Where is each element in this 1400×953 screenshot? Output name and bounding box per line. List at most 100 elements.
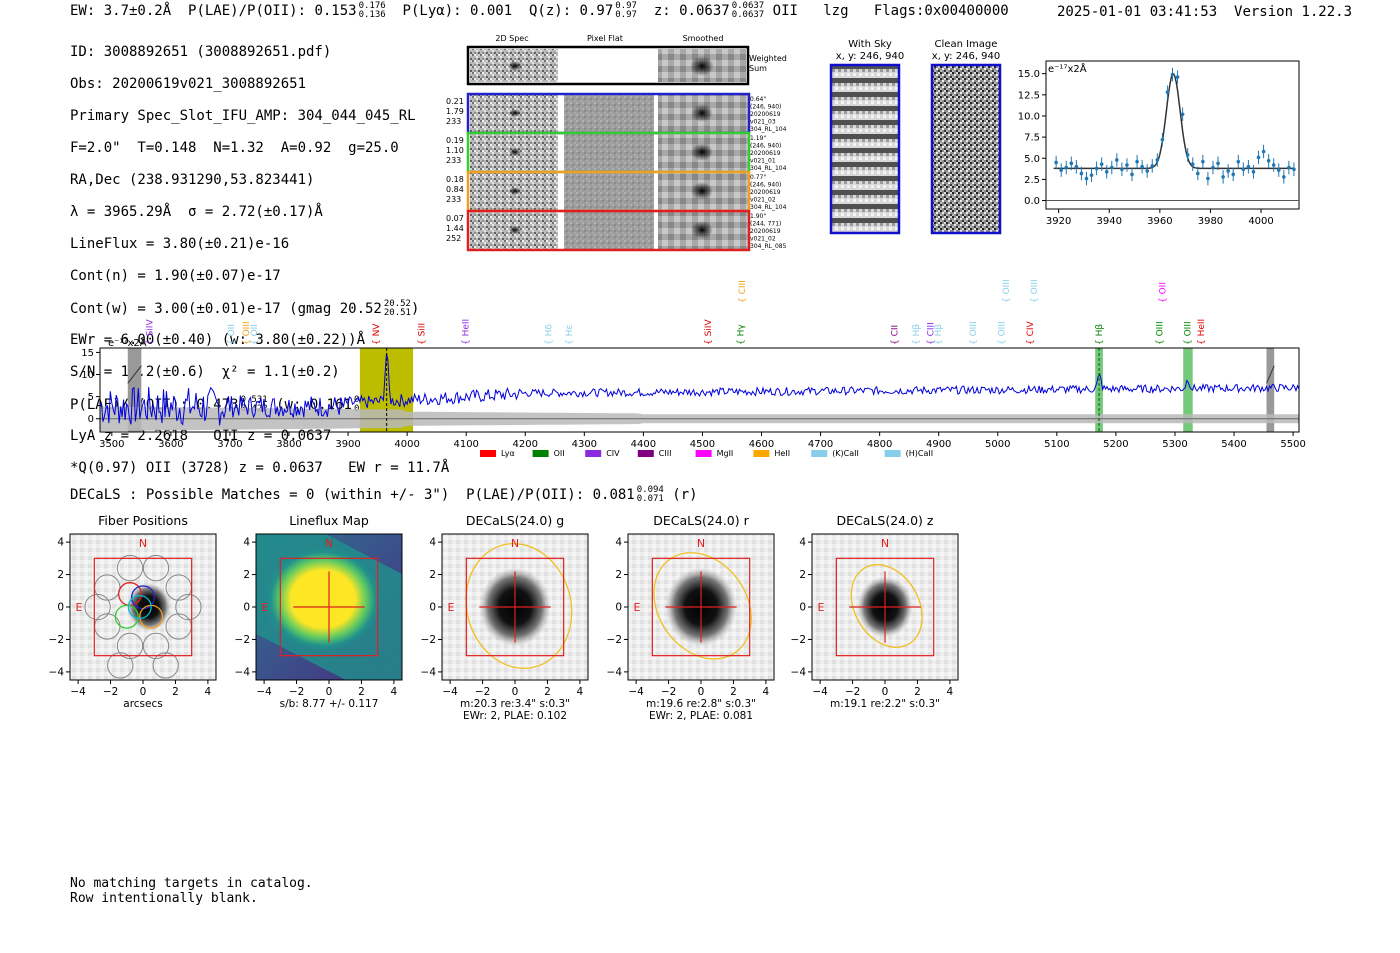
panel-xtick-label: −4 (812, 686, 828, 698)
panel-ytick-label: 0 (615, 602, 622, 614)
fit-point (1160, 137, 1165, 142)
search-box (651, 557, 751, 657)
fit-point (1140, 164, 1144, 169)
legend-label: HeII (774, 449, 790, 458)
fit-point (1064, 165, 1069, 170)
row-meta: 304_RL_085 (750, 243, 787, 250)
fit-point (1190, 162, 1195, 166)
spectral-line-label: { Hγ (736, 324, 746, 345)
legend-swatch (695, 450, 712, 457)
fit-point (1094, 166, 1099, 171)
fit-point (1059, 168, 1063, 172)
fit-ytick-label: 2.5 (1024, 175, 1040, 186)
panel-ytick-label: 4 (429, 537, 436, 549)
decals-suffix: (r) (672, 487, 698, 503)
fit-xtick-label: 3960 (1147, 216, 1172, 227)
panel-ytick-label: −2 (49, 634, 64, 646)
panel-ytick-label: −4 (607, 666, 623, 678)
row-num: 233 (446, 195, 461, 204)
fit-point (1155, 158, 1160, 162)
panel-xtick-label: 0 (882, 686, 889, 698)
row-source (509, 226, 521, 234)
imaging-panels: Fiber Positions N E −4 −4 −2 −2 0 0 2 2 4 4 arcsecs Li… (49, 513, 959, 722)
spectral-line-label: { OIII (997, 321, 1007, 345)
row-meta: (246, 940) (750, 104, 781, 111)
spec-xtick-label: 4600 (749, 439, 774, 450)
fit-ytick-label: 15.0 (1018, 69, 1040, 80)
qz-hi: 0.97 (615, 1, 637, 11)
fit-point (1206, 176, 1210, 181)
fiber-circle (116, 632, 144, 660)
contw-hi: 20.52 (383, 299, 411, 309)
panel-ytick-label: −4 (235, 666, 251, 678)
panel-xtick-label: 4 (205, 686, 212, 698)
row-num: 252 (446, 234, 461, 243)
spectral-line-label: { OII (250, 324, 260, 345)
row-num: 1.44 (446, 224, 464, 233)
cutout-col-header: Pixel Flat (587, 34, 623, 43)
row-meta: 1.90" (750, 213, 766, 220)
flags-value: Flags:0x00400000 (873, 3, 1009, 19)
info-id: ID: 3008892651 (3008892651.pdf) (70, 44, 332, 60)
spectral-line-label: { OIII (242, 321, 252, 345)
header-right: 2025-01-01 03:41:53 Version 1.22.3 (1057, 4, 1352, 20)
panel-caption: EWr: 2, PLAE: 0.081 (649, 710, 753, 722)
row-meta: 1.19" (750, 135, 766, 142)
row-num: 233 (446, 156, 461, 165)
fit-point (1271, 163, 1276, 167)
panel-ytick-label: 2 (429, 569, 436, 581)
fit-point (1226, 169, 1230, 173)
spectral-line-label: { OIII (1156, 321, 1166, 345)
fit-point (1099, 162, 1104, 166)
spec-xtick-label: 3700 (217, 439, 242, 450)
fit-point (1109, 165, 1114, 170)
panel-xtick-label: 2 (730, 686, 737, 698)
masked-band-hatch (1266, 365, 1275, 384)
legend-swatch (811, 450, 828, 457)
row-smoothed-source (691, 143, 713, 161)
z-line: OII (772, 3, 798, 19)
panel-xtick-label: −2 (845, 686, 860, 698)
row-meta: 304_RL_104 (750, 204, 787, 211)
fiber-circle (152, 652, 179, 679)
decals-text: DECaLS : Possible Matches = 0 (within +/… (70, 487, 635, 503)
spectral-line-label: { OIII (1183, 321, 1193, 345)
info-lineflux: LineFlux = 3.80(±0.21)e-16 (70, 236, 290, 252)
imaging-panel-r: DECaLS(24.0) r N E −4 −4 −2 −2 0 0 2 2 4 4 m:19.6 re:… (607, 513, 775, 722)
legend-swatch (637, 450, 654, 457)
spec-xtick-label: 4400 (631, 439, 656, 450)
fiber-circle (142, 632, 170, 660)
legend-swatch (585, 450, 602, 457)
fit-point (1150, 164, 1155, 168)
panel-ytick-label: −2 (607, 634, 622, 646)
legend-label: CIII (659, 449, 672, 458)
search-box (279, 557, 379, 657)
footer-line2: Row intentionally blank. (70, 891, 258, 906)
panel-ytick-label: 4 (615, 537, 622, 549)
fit-ytick-label: 12.5 (1018, 90, 1040, 101)
panel-xtick-label: 0 (140, 686, 147, 698)
info-contn: Cont(n) = 1.90(±0.07)e-17 (70, 268, 281, 284)
spectral-line-label: { HeII (1197, 319, 1207, 345)
panel-xlabel: m:19.6 re:2.8" s:0.3" (646, 698, 756, 710)
z-lo: 0.0637 (731, 10, 765, 20)
row-num: 0.18 (446, 175, 464, 184)
panel-title: Fiber Positions (98, 513, 188, 528)
fit-point (1241, 167, 1246, 172)
panel-xtick-label: 4 (947, 686, 954, 698)
panel-ytick-label: 0 (799, 602, 806, 614)
row-meta: v021_02 (750, 236, 776, 243)
selected-fiber-circle (127, 594, 152, 620)
spec-xtick-label: 4500 (690, 439, 715, 450)
legend-swatch (480, 450, 496, 457)
panel-ytick-label: 4 (243, 537, 250, 549)
flux-hotspot (265, 547, 381, 651)
fit-point (1079, 171, 1084, 176)
legend-label: (H)CaII (906, 449, 933, 458)
east-label: E (818, 601, 825, 614)
wide-spectrum-chart: { SiIV{ OII{ OIII{ OII{ NV{ SiII{ HeII{ … (81, 279, 1306, 458)
fit-point (1130, 172, 1134, 177)
